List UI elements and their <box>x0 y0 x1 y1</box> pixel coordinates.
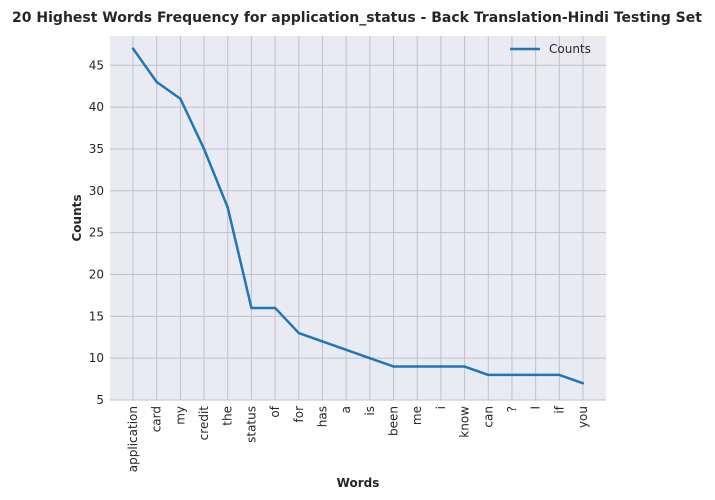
data-point-I <box>534 373 537 377</box>
y-tick-label: 15 <box>89 309 104 323</box>
plot-area <box>110 36 606 400</box>
series-line-counts <box>131 47 584 385</box>
data-point-a <box>344 348 348 351</box>
data-point-you <box>581 382 585 385</box>
y-tick-label: 10 <box>89 351 104 365</box>
grid-lines <box>110 36 606 401</box>
data-point-my <box>179 97 182 100</box>
x-tick-label: card <box>150 406 164 432</box>
x-tick-label: know <box>458 406 472 438</box>
y-tick-label: 35 <box>89 142 104 156</box>
x-tick-label: you <box>576 406 590 428</box>
x-tick-label: credit <box>197 406 211 441</box>
x-tick-label: ? <box>505 406 519 412</box>
x-tick-label: the <box>221 406 235 426</box>
x-tick-label: a <box>339 406 353 413</box>
data-point-is <box>368 356 372 360</box>
data-point-the <box>226 206 229 209</box>
data-point-i <box>439 365 443 368</box>
y-axis-title: Counts <box>70 194 84 241</box>
y-tick-label: 20 <box>89 267 104 281</box>
data-point-? <box>510 373 514 377</box>
y-tick-label: 30 <box>89 184 104 198</box>
y-tick-label: 45 <box>89 58 104 72</box>
x-tick-label: I <box>529 406 543 410</box>
x-tick-label: me <box>410 406 424 425</box>
x-tick-label: i <box>434 406 448 409</box>
legend-label-counts: Counts <box>549 42 591 56</box>
data-point-can <box>487 373 490 377</box>
data-point-has <box>321 340 324 343</box>
x-tick-label: has <box>315 406 329 427</box>
x-tick-label: is <box>363 406 377 416</box>
y-tick-label: 25 <box>89 226 104 240</box>
x-tick-label: been <box>387 406 401 436</box>
x-tick-label: my <box>173 406 187 425</box>
data-point-credit <box>202 147 206 151</box>
data-point-status <box>250 306 253 310</box>
x-tick-label: for <box>292 406 306 423</box>
x-tick-label: status <box>244 406 258 443</box>
x-tick-label: if <box>552 405 566 413</box>
data-points <box>131 47 585 385</box>
data-point-card <box>155 80 158 84</box>
legend: Counts <box>510 42 591 56</box>
data-point-application <box>131 47 135 50</box>
data-point-been <box>392 365 395 368</box>
x-tick-label: can <box>481 406 495 428</box>
data-point-for <box>297 331 300 335</box>
x-tick-label: of <box>268 405 282 417</box>
x-tick-label: application <box>126 406 140 472</box>
data-point-me <box>416 365 419 368</box>
data-point-of <box>273 306 277 310</box>
y-axis-ticks: 5 10 15 20 25 30 35 40 45 <box>89 58 104 407</box>
data-point-if <box>558 373 561 377</box>
y-tick-label: 5 <box>96 393 104 407</box>
x-axis-title: Words <box>337 476 380 490</box>
chart-title: 20 Highest Words Frequency for applicati… <box>12 10 702 26</box>
y-tick-label: 40 <box>89 100 104 114</box>
data-point-know <box>463 365 466 368</box>
x-axis-ticks: application card my credit the status of for has… <box>126 405 590 472</box>
